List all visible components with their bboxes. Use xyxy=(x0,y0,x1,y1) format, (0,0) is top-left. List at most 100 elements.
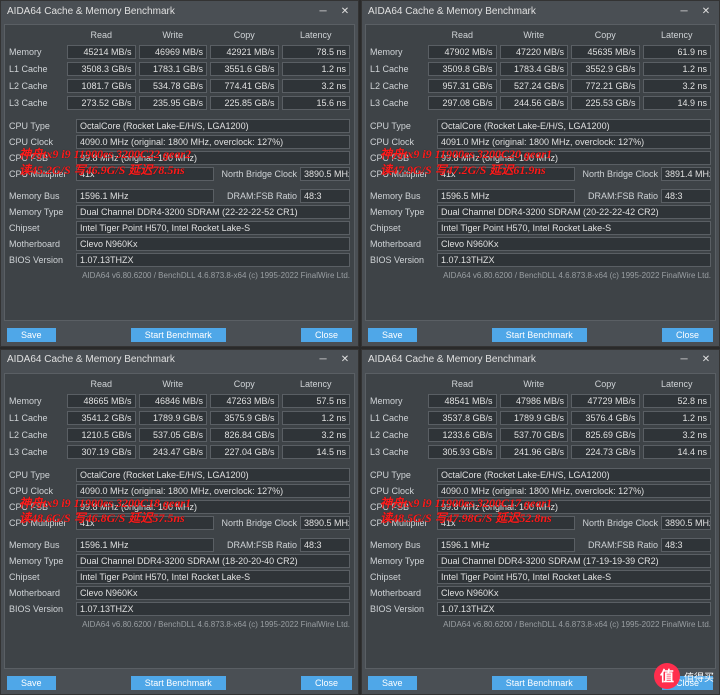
memory-write[interactable]: 47986 MB/s xyxy=(500,394,569,408)
col-read: Read xyxy=(428,378,497,390)
l2-write[interactable]: 534.78 GB/s xyxy=(139,79,208,93)
l1-read[interactable]: 3508.3 GB/s xyxy=(67,62,136,76)
minimize-icon[interactable]: ─ xyxy=(316,4,330,18)
l1-copy[interactable]: 3575.9 GB/s xyxy=(210,411,279,425)
memory-read[interactable]: 48541 MB/s xyxy=(428,394,497,408)
l3-write[interactable]: 243.47 GB/s xyxy=(139,445,208,459)
val-chipset: Intel Tiger Point H570, Intel Rocket Lak… xyxy=(76,221,350,235)
memory-copy[interactable]: 42921 MB/s xyxy=(210,45,279,59)
l3-read[interactable]: 273.52 GB/s xyxy=(67,96,136,110)
val-cpu-mul: 41x xyxy=(437,167,575,181)
l2-read[interactable]: 1081.7 GB/s xyxy=(67,79,136,93)
l2-read[interactable]: 1233.6 GB/s xyxy=(428,428,497,442)
memory-copy[interactable]: 47263 MB/s xyxy=(210,394,279,408)
l2-copy[interactable]: 772.21 GB/s xyxy=(571,79,640,93)
l3-read[interactable]: 305.93 GB/s xyxy=(428,445,497,459)
close-icon[interactable]: ✕ xyxy=(338,4,352,18)
l3-copy[interactable]: 225.53 GB/s xyxy=(571,96,640,110)
val-cpu-clock: 4090.0 MHz (original: 1800 MHz, overcloc… xyxy=(437,484,711,498)
lbl-bios: BIOS Version xyxy=(370,255,434,265)
l2-write[interactable]: 537.70 GB/s xyxy=(500,428,569,442)
l1-latency[interactable]: 1.2 ns xyxy=(643,411,712,425)
start-benchmark-button[interactable]: Start Benchmark xyxy=(131,328,226,342)
l3-write[interactable]: 235.95 GB/s xyxy=(139,96,208,110)
l2-copy[interactable]: 825.69 GB/s xyxy=(571,428,640,442)
memory-latency[interactable]: 57.5 ns xyxy=(282,394,351,408)
memory-write[interactable]: 47220 MB/s xyxy=(500,45,569,59)
l2-latency[interactable]: 3.2 ns xyxy=(282,79,351,93)
lbl-cpu-clock: CPU Clock xyxy=(370,486,434,496)
memory-copy[interactable]: 45635 MB/s xyxy=(571,45,640,59)
lbl-bios: BIOS Version xyxy=(370,604,434,614)
l3-copy[interactable]: 227.04 GB/s xyxy=(210,445,279,459)
save-button[interactable]: Save xyxy=(368,676,417,690)
l2-copy[interactable]: 774.41 GB/s xyxy=(210,79,279,93)
start-benchmark-button[interactable]: Start Benchmark xyxy=(492,328,587,342)
memory-read[interactable]: 47902 MB/s xyxy=(428,45,497,59)
l2-latency[interactable]: 3.2 ns xyxy=(643,79,712,93)
l3-latency[interactable]: 15.6 ns xyxy=(282,96,351,110)
l3-copy[interactable]: 225.85 GB/s xyxy=(210,96,279,110)
val-dram-ratio: 48:3 xyxy=(300,189,350,203)
l2-latency[interactable]: 3.2 ns xyxy=(282,428,351,442)
save-button[interactable]: Save xyxy=(7,328,56,342)
memory-read[interactable]: 48665 MB/s xyxy=(67,394,136,408)
l2-write[interactable]: 537.05 GB/s xyxy=(139,428,208,442)
label-l2: L2 Cache xyxy=(9,430,64,440)
l1-copy[interactable]: 3551.6 GB/s xyxy=(210,62,279,76)
l1-copy[interactable]: 3576.4 GB/s xyxy=(571,411,640,425)
l1-read[interactable]: 3541.2 GB/s xyxy=(67,411,136,425)
l1-write[interactable]: 1783.4 GB/s xyxy=(500,62,569,76)
l2-write[interactable]: 527.24 GB/s xyxy=(500,79,569,93)
save-button[interactable]: Save xyxy=(7,676,56,690)
memory-write[interactable]: 46969 MB/s xyxy=(139,45,208,59)
l1-latency[interactable]: 1.2 ns xyxy=(643,62,712,76)
close-button[interactable]: Close xyxy=(301,328,352,342)
l3-write[interactable]: 241.96 GB/s xyxy=(500,445,569,459)
lbl-mobo: Motherboard xyxy=(370,239,434,249)
memory-copy[interactable]: 47729 MB/s xyxy=(571,394,640,408)
l2-read[interactable]: 1210.5 GB/s xyxy=(67,428,136,442)
memory-write[interactable]: 46846 MB/s xyxy=(139,394,208,408)
l1-copy[interactable]: 3552.9 GB/s xyxy=(571,62,640,76)
start-benchmark-button[interactable]: Start Benchmark xyxy=(492,676,587,690)
label-memory: Memory xyxy=(9,47,64,57)
col-latency: Latency xyxy=(643,29,712,41)
save-button[interactable]: Save xyxy=(368,328,417,342)
close-button[interactable]: Close xyxy=(301,676,352,690)
l3-latency[interactable]: 14.9 ns xyxy=(643,96,712,110)
memory-latency[interactable]: 61.9 ns xyxy=(643,45,712,59)
l1-read[interactable]: 3537.8 GB/s xyxy=(428,411,497,425)
l3-read[interactable]: 297.08 GB/s xyxy=(428,96,497,110)
l1-read[interactable]: 3509.8 GB/s xyxy=(428,62,497,76)
memory-read[interactable]: 45214 MB/s xyxy=(67,45,136,59)
l2-read[interactable]: 957.31 GB/s xyxy=(428,79,497,93)
l1-write[interactable]: 1789.9 GB/s xyxy=(500,411,569,425)
l3-latency[interactable]: 14.5 ns xyxy=(282,445,351,459)
close-button[interactable]: Close xyxy=(662,328,713,342)
col-read: Read xyxy=(67,29,136,41)
l1-latency[interactable]: 1.2 ns xyxy=(282,62,351,76)
minimize-icon[interactable]: ─ xyxy=(677,4,691,18)
minimize-icon[interactable]: ─ xyxy=(677,353,691,367)
l3-latency[interactable]: 14.4 ns xyxy=(643,445,712,459)
close-icon[interactable]: ✕ xyxy=(699,353,713,367)
l3-write[interactable]: 244.56 GB/s xyxy=(500,96,569,110)
l1-write[interactable]: 1789.9 GB/s xyxy=(139,411,208,425)
l3-read[interactable]: 307.19 GB/s xyxy=(67,445,136,459)
val-cpu-type: OctalCore (Rocket Lake-E/H/S, LGA1200) xyxy=(437,119,711,133)
val-cpu-type: OctalCore (Rocket Lake-E/H/S, LGA1200) xyxy=(437,468,711,482)
val-mobo: Clevo N960Kx xyxy=(437,237,711,251)
l2-latency[interactable]: 3.2 ns xyxy=(643,428,712,442)
l2-copy[interactable]: 826.84 GB/s xyxy=(210,428,279,442)
close-icon[interactable]: ✕ xyxy=(699,4,713,18)
minimize-icon[interactable]: ─ xyxy=(316,353,330,367)
close-icon[interactable]: ✕ xyxy=(338,353,352,367)
l3-copy[interactable]: 224.73 GB/s xyxy=(571,445,640,459)
memory-latency[interactable]: 52.8 ns xyxy=(643,394,712,408)
l1-latency[interactable]: 1.2 ns xyxy=(282,411,351,425)
lbl-cpu-mul: CPU Multiplier xyxy=(370,169,434,179)
l1-write[interactable]: 1783.1 GB/s xyxy=(139,62,208,76)
start-benchmark-button[interactable]: Start Benchmark xyxy=(131,676,226,690)
memory-latency[interactable]: 78.5 ns xyxy=(282,45,351,59)
